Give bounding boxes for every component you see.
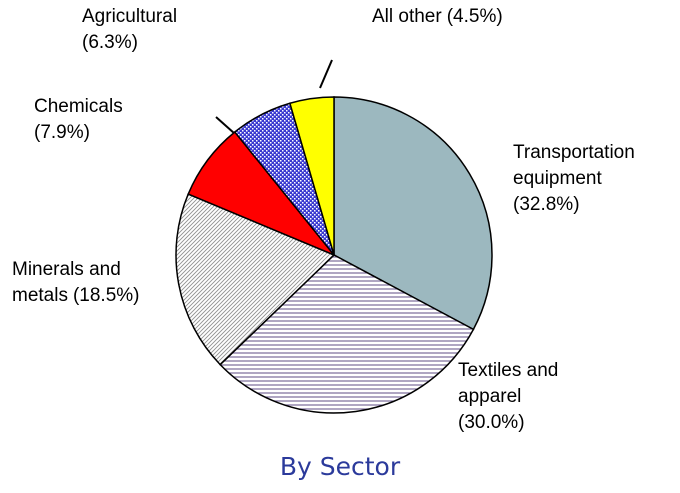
category-label: Chemicals	[34, 96, 123, 117]
value-label: (6.3%)	[82, 32, 138, 53]
slice-label: All other (4.5%)	[372, 4, 622, 30]
leader-line	[319, 59, 333, 89]
chart-title: By Sector	[279, 452, 401, 481]
pie-slice	[333, 96, 493, 331]
category-label: Agricultural	[82, 6, 178, 27]
value-label: (30.0%)	[458, 412, 525, 433]
category-label: All other	[372, 6, 442, 27]
category-label: Textiles and apparel	[458, 360, 559, 407]
pie-slice	[219, 254, 475, 414]
slice-label: Textiles and apparel (30.0%)	[458, 358, 598, 436]
slice-label: Agricultural (6.3%)	[82, 4, 212, 56]
value-label: (4.5%)	[446, 6, 503, 27]
value-label: (18.5%)	[72, 285, 140, 306]
slice-label: Transportation equipment (32.8%)	[513, 140, 673, 218]
pie-slice	[175, 193, 336, 366]
value-label: (32.8%)	[513, 194, 580, 215]
slice-label: Chemicals (7.9%)	[34, 94, 154, 146]
category-label: Transportation equipment	[513, 142, 635, 189]
slice-label: Minerals and metals (18.5%)	[12, 257, 172, 309]
pie-slice	[288, 96, 335, 256]
value-label: (7.9%)	[34, 122, 90, 143]
category-label: Minerals and metals	[12, 259, 121, 306]
